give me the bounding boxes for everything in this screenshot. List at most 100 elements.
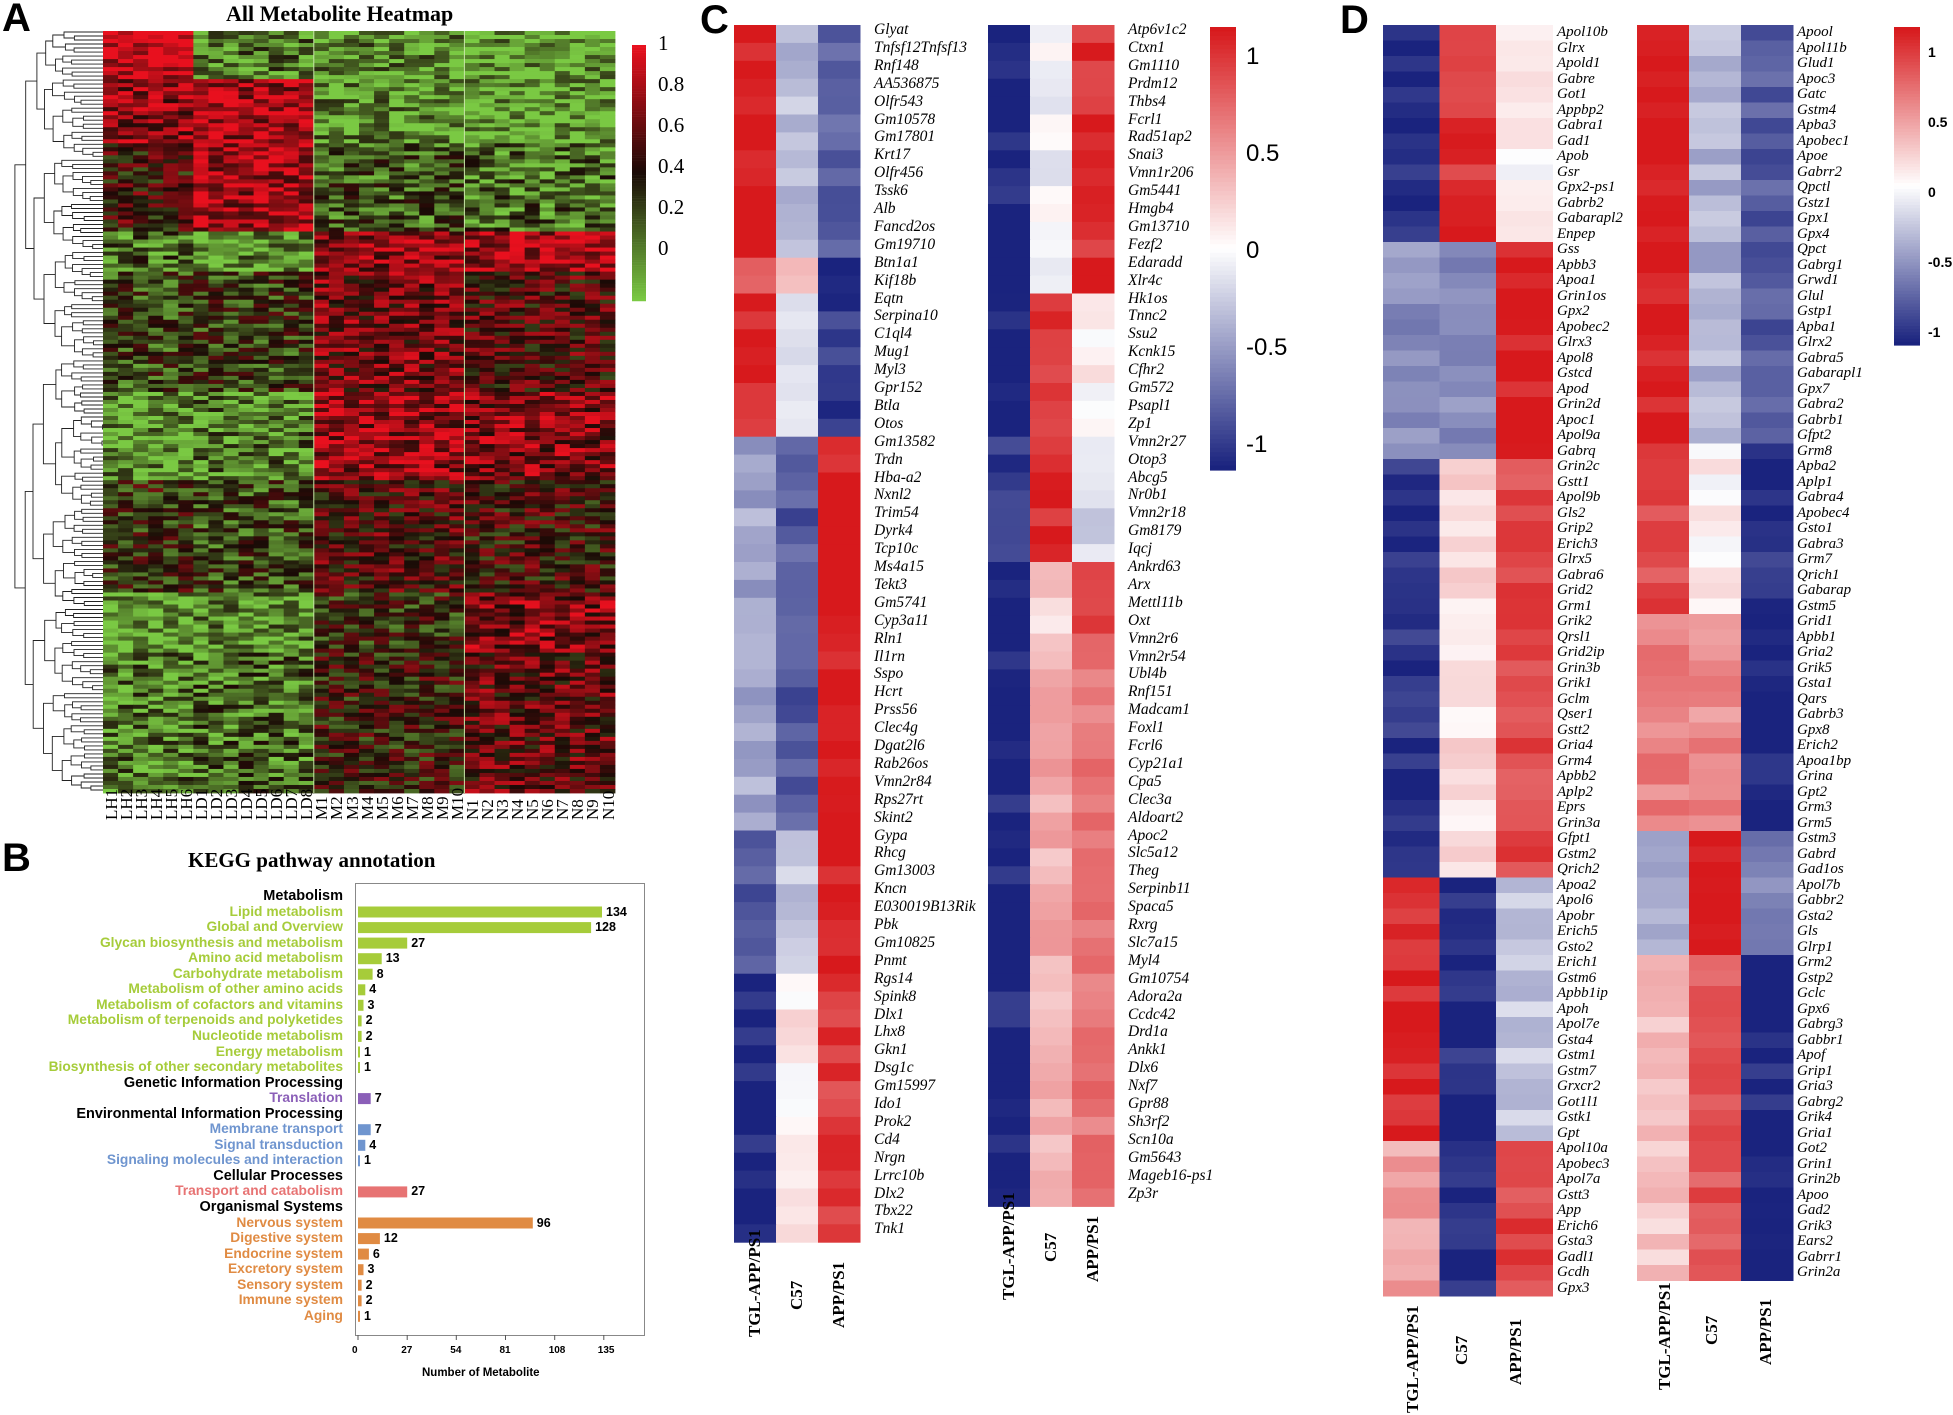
heatmap-a-cell (569, 47, 586, 52)
heatmap-a-cell (313, 235, 330, 240)
heatmap-a-cell (178, 379, 194, 385)
heatmap-a-cell (449, 199, 465, 204)
heatmap-a-cell (404, 35, 420, 40)
heatmap-a-cell (494, 199, 510, 204)
heatmap-a-cell (133, 271, 149, 277)
heatmap-a-cell (133, 379, 149, 385)
heatmap-a-cell (569, 580, 586, 585)
heatmap-a-cell (298, 456, 315, 461)
heatmap-a-cell (434, 452, 450, 457)
heatmap-a-cell (584, 263, 601, 269)
heatmap-a-cell (208, 379, 224, 385)
heatmap-a-cell (178, 235, 194, 240)
heatmap-a-cell (404, 111, 420, 116)
heatmap-a-cell (479, 524, 495, 529)
heatmap-a-cell (133, 460, 149, 465)
heatmap-a-cell (374, 195, 390, 200)
heatmap-a-cell (343, 87, 360, 92)
heatmap-a-cell (359, 203, 375, 208)
heatmap-a-cell (103, 556, 119, 561)
heatmap-a-cell (599, 215, 616, 220)
heatmap-a-cell (359, 35, 375, 40)
heatmap-a-cell (163, 55, 179, 60)
heatmap-a-cell (238, 95, 254, 100)
heatmap-a-cell (208, 311, 224, 317)
heatmap-a-cell (238, 496, 254, 501)
heatmap-a-cell (374, 35, 390, 40)
heatmap-a-cell (554, 303, 571, 309)
heatmap-a-cell (389, 127, 405, 132)
heatmap-a-cell (599, 123, 616, 128)
heatmap-a-cell (238, 436, 254, 441)
heatmap-a-cell (238, 147, 254, 152)
heatmap-a-cell (268, 532, 285, 537)
heatmap-a-cell (178, 500, 194, 505)
heatmap-a-cell (313, 516, 330, 521)
heatmap-a-cell (524, 500, 541, 505)
heatmap-a-cell (554, 516, 571, 521)
heatmap-a-cell (404, 175, 420, 180)
heatmap-a-cell (178, 43, 194, 48)
heatmap-a-cell (208, 79, 224, 84)
heatmap-a-cell (298, 351, 315, 357)
heatmap-a-cell (238, 75, 254, 80)
heatmap-a-cell (328, 552, 345, 557)
heatmap-a-cell (599, 311, 616, 317)
heatmap-a-cell (148, 552, 164, 557)
heatmap-a-cell (584, 383, 601, 389)
heatmap-a-cell (584, 460, 601, 465)
heatmap-a-cell (584, 307, 601, 313)
heatmap-a-cell (118, 576, 134, 581)
heatmap-a-cell (223, 139, 239, 144)
heatmap-a-cell (449, 103, 465, 108)
heatmap-a-cell (374, 175, 390, 180)
heatmap-a-cell (524, 167, 541, 172)
heatmap-a-cell (223, 283, 239, 289)
heatmap-a-cell (389, 95, 405, 100)
heatmap-a-cell (554, 123, 571, 128)
panel-letter-b: B (2, 836, 31, 880)
heatmap-a-cell (464, 107, 480, 112)
heatmap-a-cell (374, 135, 390, 140)
heatmap-a-cell (359, 219, 375, 224)
heatmap-a-cell (464, 516, 480, 521)
heatmap-a-cell (313, 540, 330, 545)
heatmap-a-cell (464, 387, 480, 393)
heatmap-a-cell (509, 403, 526, 409)
heatmap-a-cell (434, 243, 450, 248)
heatmap-a-cell (118, 299, 134, 305)
heatmap-a-cell (238, 167, 254, 172)
heatmap-a-cell (464, 436, 480, 441)
heatmap-a-cell (434, 432, 450, 437)
heatmap-a-cell (313, 147, 330, 152)
heatmap-a-cell (193, 199, 209, 204)
heatmap-a-cell (524, 416, 541, 421)
heatmap-a-cell (283, 143, 300, 148)
heatmap-a-cell (419, 580, 435, 585)
heatmap-a-cell (328, 327, 345, 333)
heatmap-a-cell (374, 387, 390, 393)
heatmap-a-cell (178, 67, 194, 72)
heatmap-a-cell (449, 187, 465, 192)
heatmap-a-cell (554, 67, 571, 72)
heatmap-a-cell (343, 448, 360, 453)
heatmap-a-cell (524, 520, 541, 525)
heatmap-a-cell (208, 564, 224, 569)
heatmap-a-cell (253, 516, 270, 521)
heatmap-a-cell (509, 287, 526, 293)
heatmap-a-cell (178, 331, 194, 337)
heatmap-a-cell (434, 283, 450, 289)
heatmap-a-cell (374, 383, 390, 389)
heatmap-a-cell (328, 331, 345, 337)
heatmap-a-cell (148, 231, 164, 236)
heatmap-a-cell (389, 347, 405, 353)
heatmap-a-cell (193, 311, 209, 317)
heatmap-a-cell (238, 219, 254, 224)
heatmap-a-cell (509, 195, 526, 200)
heatmap-a-cell (479, 31, 495, 36)
heatmap-a-cell (208, 395, 224, 401)
heatmap-a-cell (494, 283, 510, 289)
heatmap-a-cell (178, 187, 194, 192)
heatmap-a-cell (193, 428, 209, 433)
heatmap-a-cell (509, 119, 526, 124)
